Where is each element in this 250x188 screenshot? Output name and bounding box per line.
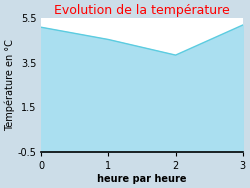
- Title: Evolution de la température: Evolution de la température: [54, 4, 230, 17]
- Y-axis label: Température en °C: Température en °C: [4, 39, 15, 131]
- X-axis label: heure par heure: heure par heure: [97, 174, 187, 184]
